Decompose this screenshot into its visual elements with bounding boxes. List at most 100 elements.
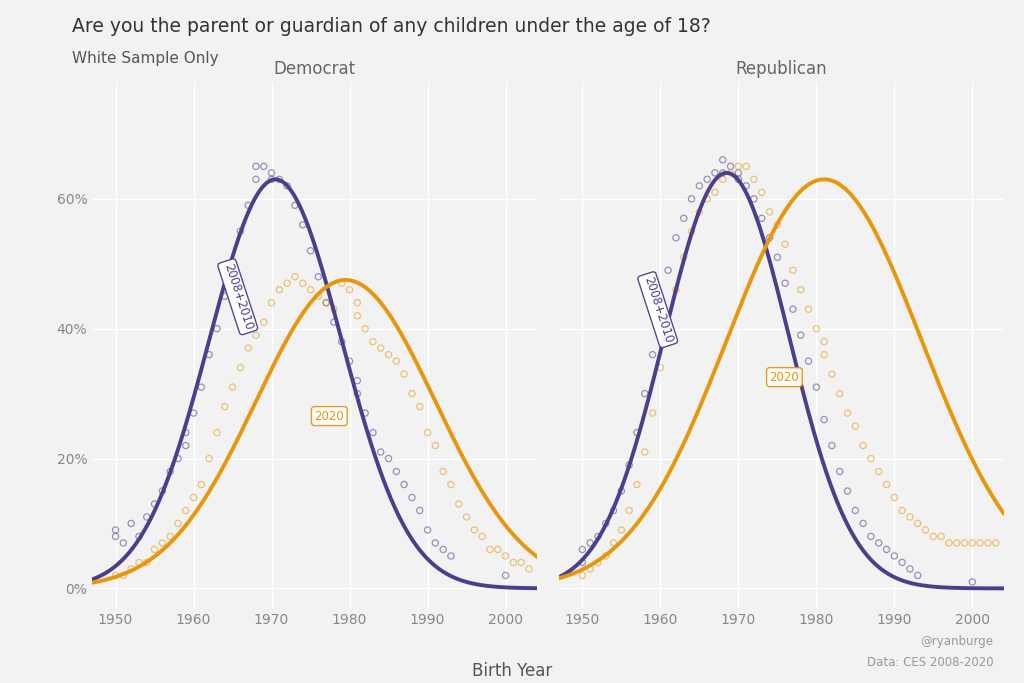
Point — [263, 174, 280, 185]
Text: 2020: 2020 — [770, 371, 800, 384]
Point — [598, 518, 614, 529]
Point — [637, 447, 653, 458]
Point — [808, 382, 824, 393]
Point — [823, 369, 840, 380]
Point — [659, 323, 676, 334]
Point — [902, 512, 919, 522]
Point — [240, 343, 256, 354]
Point — [295, 219, 311, 230]
Point — [699, 193, 716, 204]
Point — [863, 453, 880, 464]
Point — [582, 538, 598, 548]
Point — [349, 388, 366, 399]
Point — [808, 323, 824, 334]
Title: Democrat: Democrat — [273, 59, 355, 78]
Point — [287, 200, 303, 211]
Point — [668, 284, 684, 295]
Point — [256, 161, 272, 172]
Point — [373, 343, 389, 354]
Point — [170, 518, 186, 529]
Point — [613, 525, 630, 535]
Point — [334, 336, 350, 347]
Point — [412, 401, 428, 412]
Point — [965, 538, 981, 548]
Point — [659, 265, 676, 276]
Point — [590, 557, 606, 568]
Point — [855, 518, 871, 529]
Point — [357, 323, 374, 334]
Point — [420, 525, 436, 535]
Point — [965, 576, 981, 587]
Point — [644, 408, 660, 419]
Point — [185, 408, 202, 419]
Point — [823, 440, 840, 451]
Point — [326, 304, 342, 315]
Point — [691, 180, 708, 191]
Point — [310, 271, 327, 282]
Point — [481, 544, 498, 555]
Point — [279, 278, 295, 289]
Point — [209, 427, 225, 438]
Point — [784, 265, 801, 276]
Point — [784, 304, 801, 315]
Point — [793, 284, 809, 295]
Point — [745, 174, 762, 185]
Point — [108, 531, 124, 542]
Point — [209, 323, 225, 334]
Point — [459, 512, 475, 522]
Point — [427, 538, 443, 548]
Point — [123, 518, 139, 529]
Point — [886, 492, 902, 503]
Point — [948, 538, 965, 548]
Point — [396, 369, 413, 380]
Text: Are you the parent or guardian of any children under the age of 18?: Are you the parent or guardian of any ch… — [72, 17, 711, 36]
Point — [738, 161, 755, 172]
Point — [489, 544, 506, 555]
Point — [715, 154, 731, 165]
Point — [730, 161, 746, 172]
Point — [801, 304, 817, 315]
Point — [412, 505, 428, 516]
Point — [442, 479, 459, 490]
Point — [987, 538, 1004, 548]
Point — [629, 479, 645, 490]
Point — [699, 174, 716, 185]
Point — [498, 570, 514, 581]
Text: White Sample Only: White Sample Only — [72, 51, 218, 66]
Point — [170, 453, 186, 464]
Point — [365, 336, 381, 347]
Text: @ryanburge: @ryanburge — [921, 635, 993, 648]
Point — [933, 531, 949, 542]
Point — [256, 317, 272, 328]
Point — [138, 557, 155, 568]
Point — [925, 531, 941, 542]
Point — [131, 531, 147, 542]
Point — [310, 291, 327, 302]
Point — [341, 356, 357, 367]
Point — [155, 538, 171, 548]
Point — [652, 362, 669, 373]
Point — [909, 570, 926, 581]
Point — [115, 538, 131, 548]
Point — [816, 414, 833, 425]
Point — [271, 284, 288, 295]
Title: Republican: Republican — [735, 59, 827, 78]
Point — [722, 167, 738, 178]
Point — [248, 330, 264, 341]
Point — [972, 538, 988, 548]
Point — [980, 538, 996, 548]
Point — [388, 466, 404, 477]
Point — [909, 518, 926, 529]
Point — [349, 297, 366, 308]
Point — [146, 499, 163, 510]
Text: Birth Year: Birth Year — [472, 663, 552, 680]
Point — [574, 570, 591, 581]
Point — [769, 219, 785, 230]
Text: 2008+2010: 2008+2010 — [641, 275, 675, 345]
Point — [870, 538, 887, 548]
Point — [349, 310, 366, 321]
Point — [801, 356, 817, 367]
Point — [652, 304, 669, 315]
Point — [621, 460, 637, 471]
Point — [707, 187, 723, 198]
